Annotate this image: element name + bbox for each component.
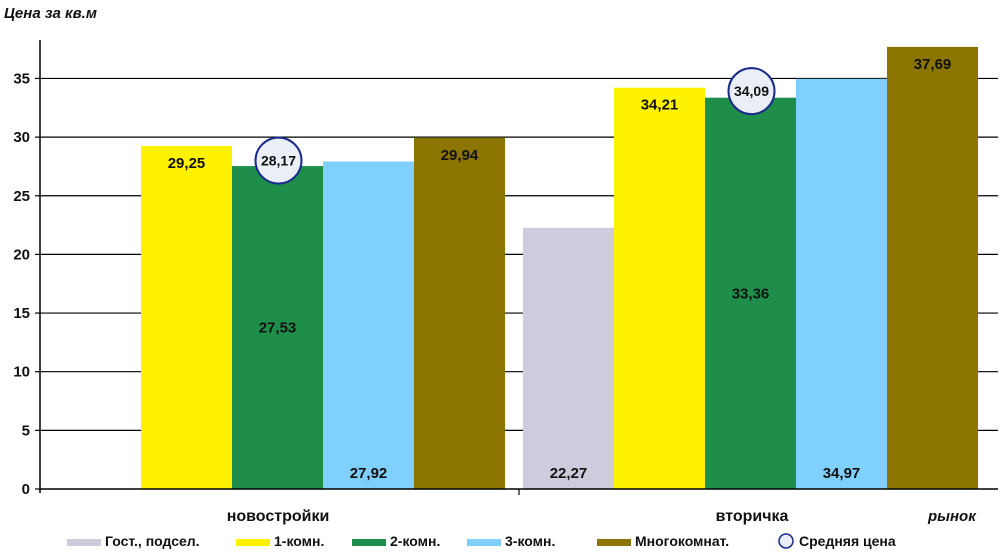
bar xyxy=(887,46,978,489)
data-label: 29,25 xyxy=(168,155,206,172)
y-tick-label: 25 xyxy=(13,188,30,205)
y-tick-label: 5 xyxy=(22,422,30,439)
legend-swatch xyxy=(236,539,270,546)
bar xyxy=(232,166,323,489)
data-label: 33,36 xyxy=(732,285,770,302)
data-label: 22,27 xyxy=(550,465,588,482)
y-tick-label: 15 xyxy=(13,305,30,322)
average-label: 34,09 xyxy=(734,83,769,99)
category-label: вторичка xyxy=(716,508,789,525)
bar xyxy=(141,145,232,489)
legend-label: 1-комн. xyxy=(274,533,324,549)
y-axis-title: Цена за кв.м xyxy=(4,5,97,22)
data-label: 34,97 xyxy=(823,465,861,482)
data-label: 34,21 xyxy=(641,97,679,114)
average-label: 28,17 xyxy=(261,153,296,169)
average-markers: 28,17 34,09 xyxy=(254,67,776,185)
legend-label: 3-комн. xyxy=(505,533,555,549)
data-label: 27,92 xyxy=(350,465,388,482)
average-marker xyxy=(727,67,776,116)
legend-label: 2-комн. xyxy=(390,533,440,549)
legend-swatch xyxy=(467,539,501,546)
legend-swatch xyxy=(67,539,101,546)
bar xyxy=(523,227,614,490)
legend: Гост., подсел. 1-комн. 2-комн. 3-комн. Много… xyxy=(67,533,896,549)
bars: 29,25 27,53 27,92 29,94 22,27 34,21 33,36 34,97… xyxy=(141,46,978,490)
y-tick-label: 30 xyxy=(13,129,30,146)
y-tick-label: 0 xyxy=(22,481,30,498)
legend-label: Многокомнат. xyxy=(635,533,729,549)
axes: 0 5 10 15 20 25 30 35 новостройки вторичка xyxy=(13,40,998,525)
bar xyxy=(323,161,414,489)
legend-label: Гост., подсел. xyxy=(105,533,200,549)
bar xyxy=(614,87,705,489)
x-axis-title: рынок xyxy=(927,508,977,525)
legend-label: Средняя цена xyxy=(799,533,896,549)
legend-average-marker xyxy=(778,533,794,549)
y-tick-label: 35 xyxy=(13,70,30,87)
bar xyxy=(796,78,887,489)
data-label: 27,53 xyxy=(259,320,297,337)
data-label: 37,69 xyxy=(914,56,952,73)
legend-swatch xyxy=(597,539,631,546)
y-tick-label: 20 xyxy=(13,246,30,263)
bar xyxy=(705,97,796,490)
average-marker xyxy=(254,136,303,185)
y-tick-label: 10 xyxy=(13,364,30,381)
bar xyxy=(414,137,505,489)
data-label: 29,94 xyxy=(441,147,479,164)
category-label: новостройки xyxy=(227,508,330,525)
legend-swatch xyxy=(352,539,386,546)
